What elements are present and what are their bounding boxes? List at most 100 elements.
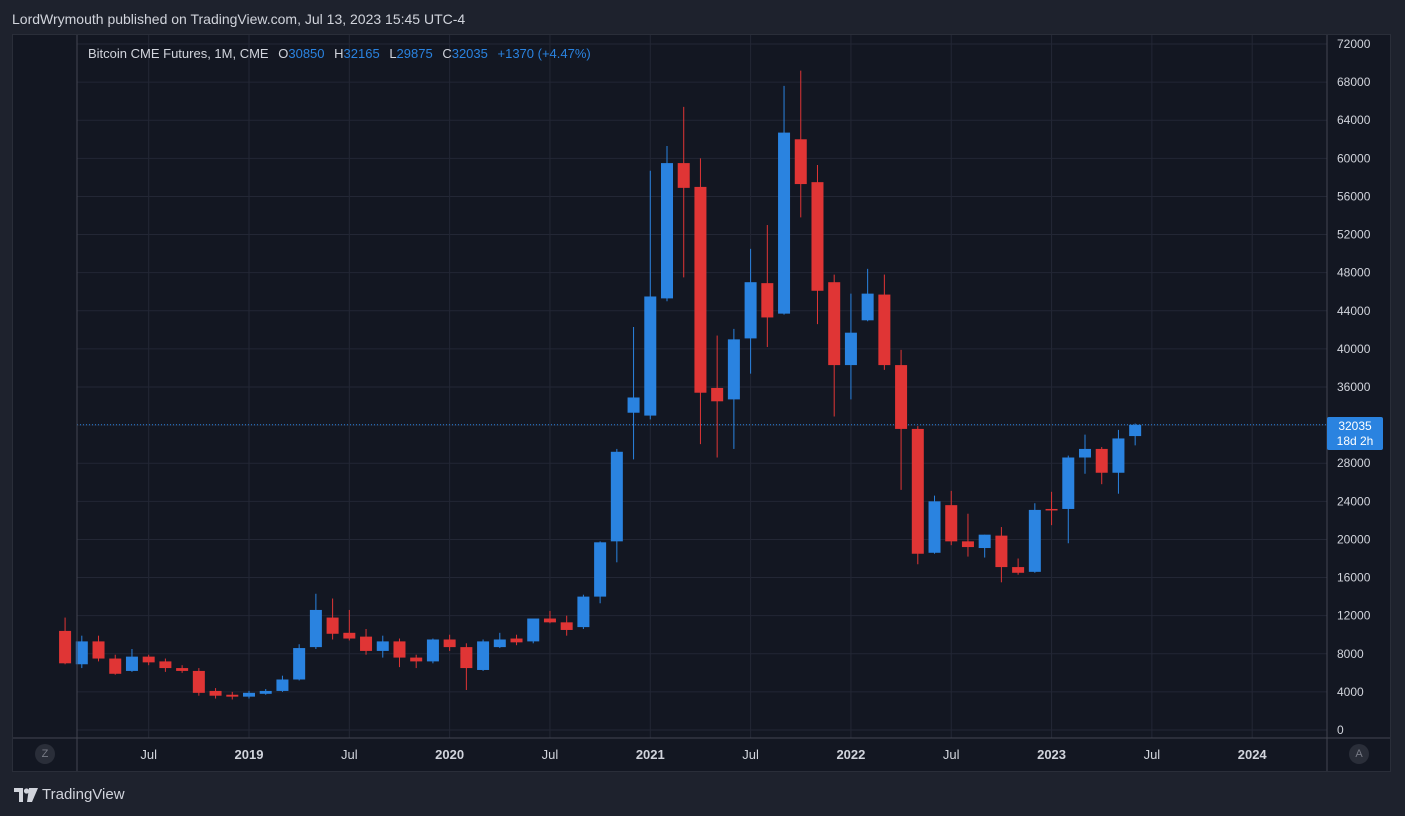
candle-body (761, 283, 774, 318)
tradingview-brand: TradingView (14, 786, 125, 803)
y-tick-label: 12000 (1337, 609, 1371, 623)
candle[interactable] (978, 534, 991, 558)
candle[interactable] (677, 106, 690, 278)
candle[interactable] (343, 609, 356, 641)
candle[interactable] (644, 170, 657, 420)
candle[interactable] (711, 335, 724, 458)
candle[interactable] (1028, 503, 1041, 573)
candle-body (1028, 509, 1041, 572)
candle[interactable] (75, 635, 88, 669)
y-tick-label: 0 (1337, 723, 1344, 737)
auto-scale-button[interactable]: A (1349, 744, 1369, 764)
candle-body (142, 656, 155, 663)
legend-symbol: Bitcoin CME Futures, 1M, CME (88, 46, 269, 61)
candle-body (978, 534, 991, 549)
candle-body (477, 641, 490, 670)
candle-body (376, 641, 389, 651)
candle[interactable] (543, 610, 556, 624)
candle[interactable] (878, 274, 891, 370)
candle-body (393, 641, 406, 658)
candle[interactable] (1129, 423, 1142, 446)
candle[interactable] (192, 668, 205, 696)
candle[interactable] (577, 594, 590, 630)
candle-body (443, 639, 456, 648)
candle-body (661, 163, 673, 299)
candle[interactable] (142, 654, 155, 666)
candle-body (1012, 567, 1025, 573)
candle[interactable] (727, 328, 740, 449)
candle[interactable] (309, 593, 322, 650)
x-tick-label: Jul (1144, 747, 1161, 762)
candle[interactable] (527, 618, 540, 644)
candle[interactable] (794, 70, 807, 218)
candle[interactable] (159, 658, 172, 672)
y-tick-label: 56000 (1337, 189, 1371, 203)
legend-low-value: 29875 (396, 46, 433, 61)
candle[interactable] (744, 248, 757, 374)
candle[interactable] (426, 638, 439, 664)
candle[interactable] (209, 688, 222, 699)
candle[interactable] (92, 635, 105, 662)
candle[interactable] (1045, 491, 1058, 526)
candle[interactable] (510, 634, 523, 646)
legend-change-value: +1370 (+4.47%) (497, 46, 591, 61)
candle[interactable] (961, 513, 974, 557)
candle[interactable] (811, 165, 824, 325)
candle[interactable] (460, 643, 473, 690)
y-tick-label: 60000 (1337, 151, 1371, 165)
candle[interactable] (945, 490, 958, 546)
x-tick-label: 2022 (836, 747, 865, 762)
candle[interactable] (393, 638, 406, 668)
candle[interactable] (1062, 455, 1075, 544)
candle[interactable] (560, 615, 573, 636)
y-tick-label: 24000 (1337, 494, 1371, 508)
candle-body (276, 679, 289, 691)
candle[interactable] (594, 541, 607, 604)
candle[interactable] (443, 634, 456, 651)
candle[interactable] (661, 145, 673, 302)
candle[interactable] (176, 665, 189, 673)
candle[interactable] (360, 629, 373, 655)
candle[interactable] (694, 158, 707, 445)
candle[interactable] (59, 617, 72, 665)
candle[interactable] (844, 293, 857, 400)
candle[interactable] (326, 598, 339, 640)
candle-body (360, 636, 373, 651)
candle-body (627, 397, 640, 413)
candle[interactable] (610, 448, 623, 563)
candle[interactable] (828, 274, 841, 417)
candle[interactable] (895, 349, 908, 490)
candle[interactable] (493, 632, 506, 649)
candle[interactable] (109, 654, 122, 675)
candle[interactable] (1012, 558, 1025, 575)
y-tick-label: 48000 (1337, 266, 1371, 280)
candle[interactable] (226, 691, 239, 700)
candle-body (861, 293, 874, 321)
candle[interactable] (1095, 447, 1108, 485)
candle[interactable] (410, 654, 423, 669)
candle[interactable] (376, 635, 389, 658)
candle[interactable] (243, 690, 255, 699)
candle[interactable] (627, 326, 640, 460)
candle[interactable] (861, 268, 874, 322)
candle[interactable] (276, 675, 289, 692)
candle[interactable] (1079, 434, 1091, 474)
candle[interactable] (778, 85, 791, 315)
candle-body (677, 163, 690, 188)
candle[interactable] (125, 649, 138, 672)
candle[interactable] (911, 426, 924, 565)
candle[interactable] (761, 225, 774, 347)
candle[interactable] (293, 644, 306, 681)
zoom-reset-button[interactable]: Z (35, 744, 55, 764)
candle-body (326, 617, 339, 634)
x-tick-label: Jul (943, 747, 960, 762)
candle[interactable] (928, 495, 941, 554)
y-tick-label: 4000 (1337, 685, 1364, 699)
candle-body (961, 541, 974, 548)
candle[interactable] (477, 639, 490, 671)
candle[interactable] (259, 689, 272, 695)
candle[interactable] (1112, 429, 1125, 494)
candle[interactable] (995, 527, 1008, 583)
legend-close-label: C (442, 46, 452, 61)
